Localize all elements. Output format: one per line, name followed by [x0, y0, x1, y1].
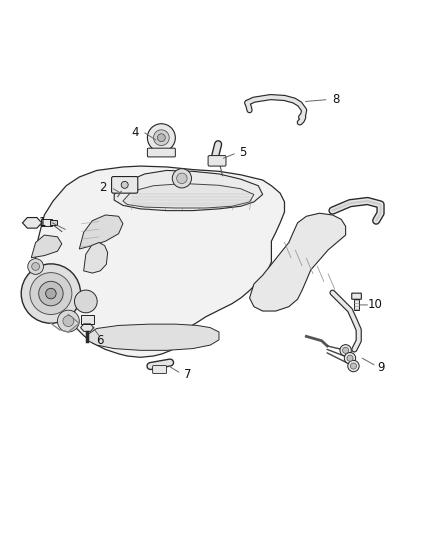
Text: 7: 7	[184, 368, 191, 381]
Circle shape	[347, 355, 353, 361]
Circle shape	[74, 290, 97, 313]
Polygon shape	[114, 171, 263, 211]
Polygon shape	[250, 213, 346, 311]
Circle shape	[57, 310, 79, 332]
Text: 1: 1	[39, 216, 46, 229]
FancyBboxPatch shape	[148, 148, 175, 157]
Circle shape	[39, 281, 63, 306]
FancyBboxPatch shape	[152, 366, 166, 374]
Circle shape	[343, 348, 349, 353]
Polygon shape	[123, 183, 254, 208]
Circle shape	[157, 134, 165, 142]
Text: 8: 8	[332, 93, 340, 106]
Circle shape	[28, 259, 43, 274]
Text: 9: 9	[377, 361, 384, 374]
Polygon shape	[22, 217, 42, 228]
Circle shape	[121, 181, 128, 188]
Polygon shape	[31, 235, 62, 258]
Text: 10: 10	[368, 298, 383, 311]
Circle shape	[350, 363, 357, 369]
Polygon shape	[81, 324, 94, 332]
Circle shape	[63, 316, 74, 327]
Polygon shape	[84, 243, 108, 273]
Polygon shape	[88, 324, 219, 350]
Text: 6: 6	[96, 334, 104, 347]
Text: 5: 5	[239, 146, 247, 159]
Circle shape	[148, 124, 175, 152]
Bar	[41, 220, 52, 227]
Circle shape	[348, 360, 359, 372]
Text: 4: 4	[131, 126, 139, 139]
Circle shape	[46, 288, 56, 299]
Circle shape	[177, 173, 187, 183]
FancyBboxPatch shape	[112, 176, 138, 193]
Bar	[81, 316, 94, 324]
Circle shape	[30, 272, 72, 314]
Circle shape	[32, 263, 39, 270]
Circle shape	[153, 130, 169, 146]
FancyBboxPatch shape	[208, 156, 226, 166]
Polygon shape	[35, 166, 285, 357]
Circle shape	[340, 345, 351, 356]
Polygon shape	[79, 215, 123, 249]
Circle shape	[172, 169, 191, 188]
Bar	[50, 220, 57, 225]
FancyBboxPatch shape	[352, 293, 361, 299]
Circle shape	[21, 264, 81, 323]
Circle shape	[344, 352, 356, 364]
Text: 2: 2	[99, 181, 107, 195]
Bar	[354, 299, 359, 310]
